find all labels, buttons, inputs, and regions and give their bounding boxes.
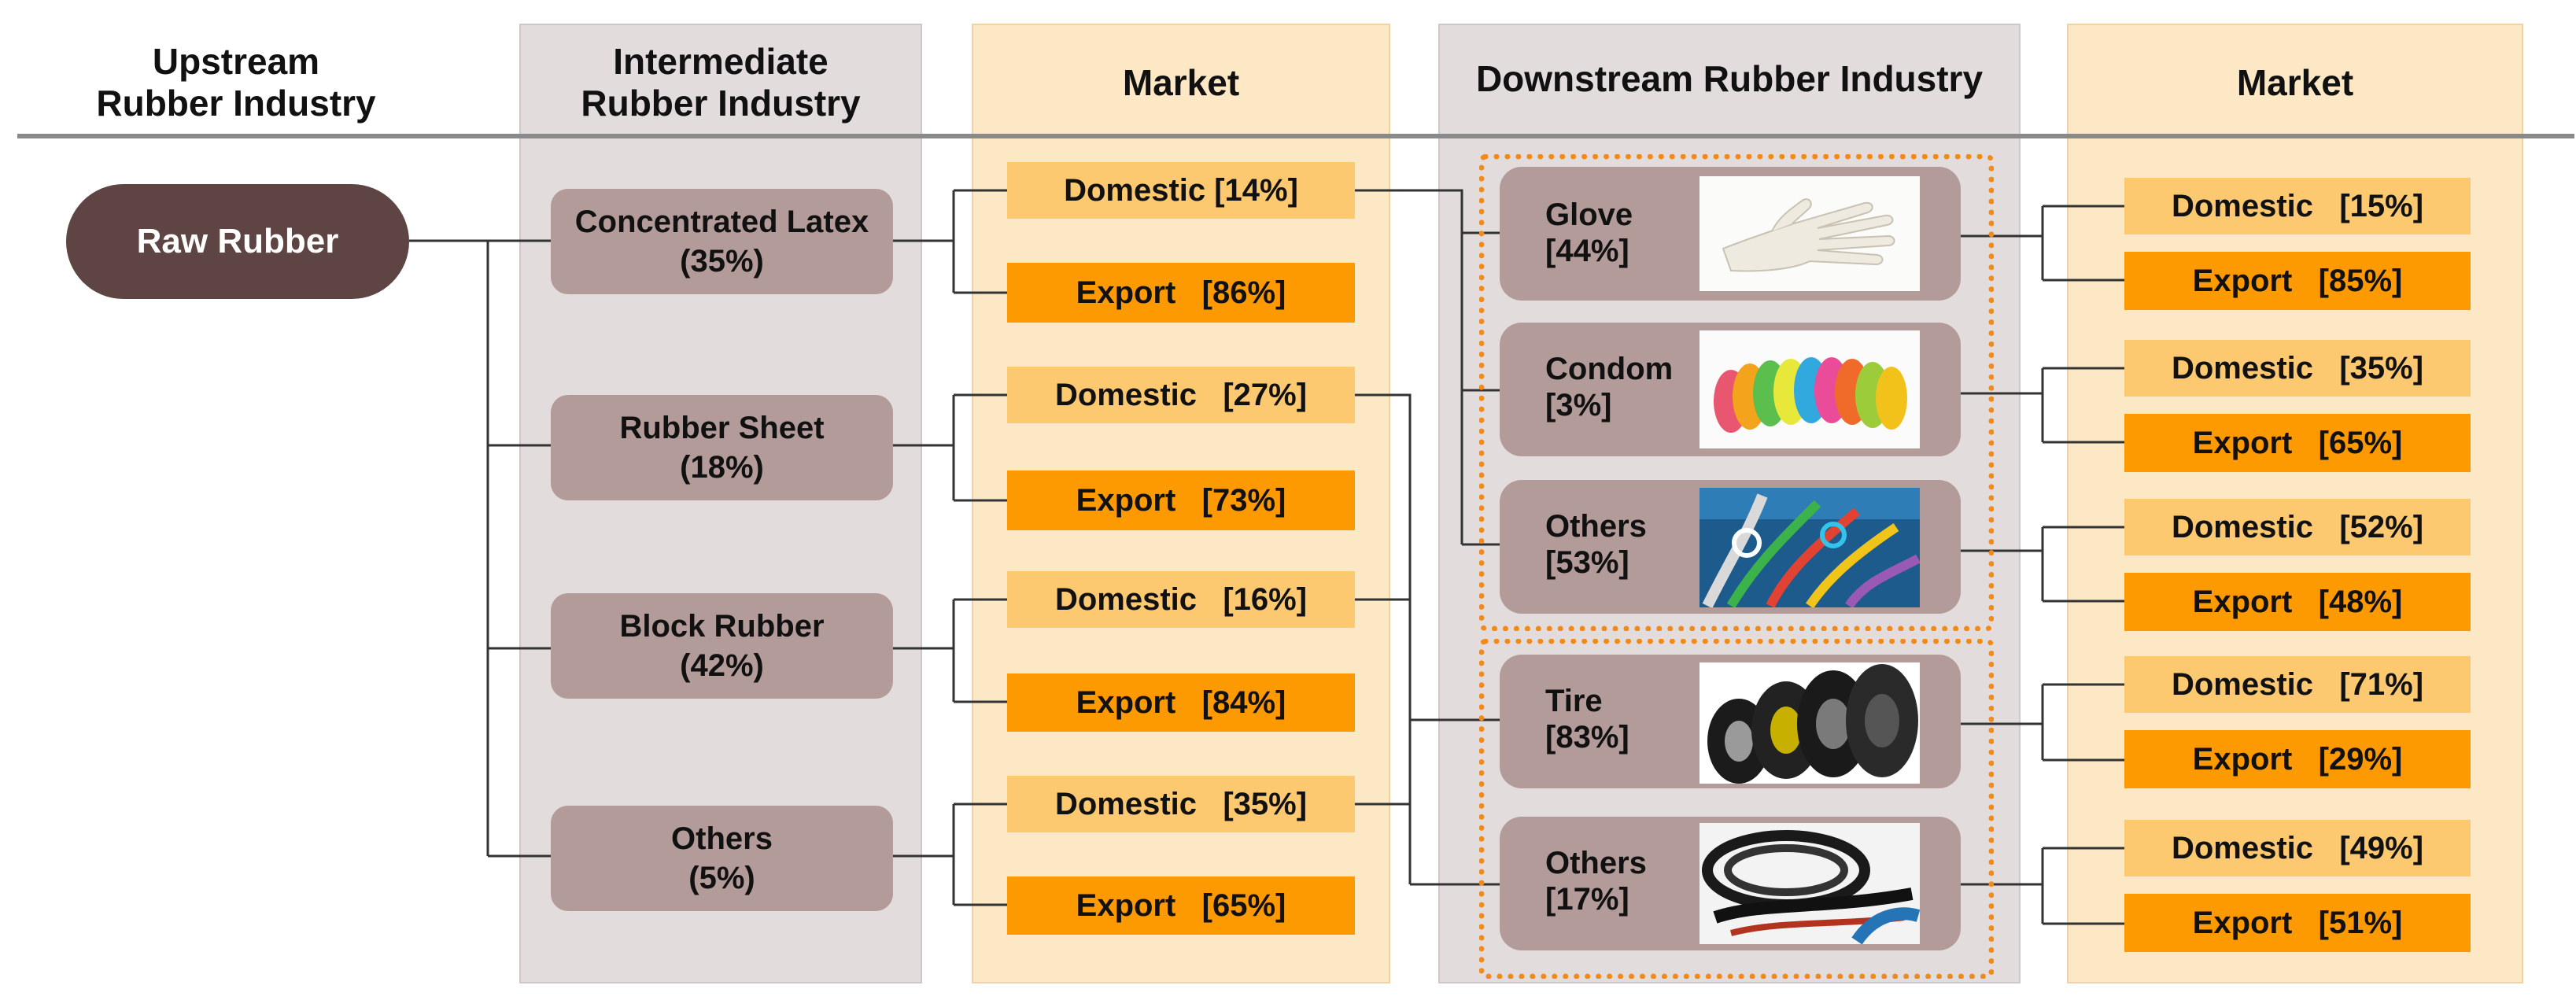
intermediate-others: Others (5%) (551, 806, 893, 911)
header-market-2: Market (2236, 61, 2354, 103)
market1-others-export: Export [65%] (1007, 876, 1355, 935)
downstream-card-condom: Condom [3%] (1500, 323, 1961, 456)
intermediate-concentrated-latex: Concentrated Latex (35%) (551, 189, 893, 294)
intermediate-rubber-sheet: Rubber Sheet (18%) (551, 395, 893, 500)
market2-tire-domestic: Domestic [71%] (2124, 656, 2471, 713)
group-border-latex-products (1479, 154, 1994, 631)
market2-others-latex-export: Export [48%] (2124, 573, 2471, 631)
downstream-label-glove: Glove [44%] (1545, 197, 1633, 268)
market2-tire-export: Export [29%] (2124, 730, 2471, 788)
intermediate-block-rubber: Block Rubber (42%) (551, 593, 893, 699)
header-upstream: Upstream Rubber Industry (96, 41, 376, 124)
header-intermediate: Intermediate Rubber Industry (581, 41, 861, 124)
downstream-card-others-latex: Others [53%] (1500, 480, 1961, 614)
group-border-dry-rubber-products (1479, 639, 1994, 979)
market2-others-latex-domestic: Domestic [52%] (2124, 499, 2471, 555)
tire-icon (1699, 662, 1920, 784)
market1-sheet-export: Export [73%] (1007, 470, 1355, 530)
market2-condom-export: Export [65%] (2124, 414, 2471, 472)
hoses-icon (1699, 488, 1920, 607)
market2-glove-export: Export [85%] (2124, 252, 2471, 310)
condom-image (1699, 330, 1920, 448)
header-divider (17, 134, 2574, 138)
market1-others-domestic: Domestic [35%] (1007, 776, 1355, 832)
tires-image (1699, 662, 1920, 784)
downstream-label-tire: Tire [83%] (1545, 684, 1629, 755)
market1-block-export: Export [84%] (1007, 673, 1355, 732)
market1-latex-export: Export [86%] (1007, 263, 1355, 323)
downstream-label-others-latex: Others [53%] (1545, 509, 1647, 580)
header-downstream: Downstream Rubber Industry (1475, 58, 1984, 99)
rubber-profiles-image (1699, 823, 1920, 944)
condom-icon (1699, 330, 1920, 448)
downstream-card-tire: Tire [83%] (1500, 655, 1961, 788)
market2-others-dry-domestic: Domestic [49%] (2124, 820, 2471, 876)
market2-others-dry-export: Export [51%] (2124, 894, 2471, 952)
glove-image (1699, 176, 1920, 291)
header-market-1: Market (1122, 61, 1240, 103)
downstream-card-others-dry: Others [17%] (1500, 817, 1961, 950)
market1-sheet-domestic: Domestic [27%] (1007, 367, 1355, 423)
market1-block-domestic: Domestic [16%] (1007, 571, 1355, 628)
glove-icon (1699, 176, 1920, 291)
downstream-label-condom: Condom [3%] (1545, 352, 1674, 423)
market2-glove-domestic: Domestic [15%] (2124, 178, 2471, 234)
market2-condom-domestic: Domestic [35%] (2124, 340, 2471, 397)
downstream-label-others-dry: Others [17%] (1545, 846, 1647, 917)
hoses-image (1699, 488, 1920, 607)
raw-rubber-node: Raw Rubber (66, 184, 409, 299)
market1-latex-domestic: Domestic [14%] (1007, 162, 1355, 219)
rubber-profiles-icon (1699, 823, 1920, 944)
downstream-card-glove: Glove [44%] (1500, 167, 1961, 301)
